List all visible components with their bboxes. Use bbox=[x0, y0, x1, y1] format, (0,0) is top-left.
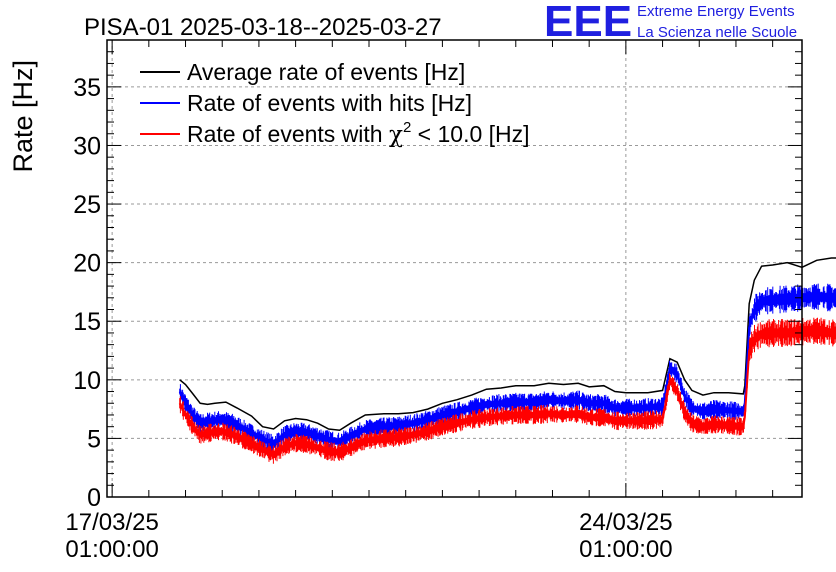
series-1-line bbox=[179, 257, 836, 431]
y-tick-label: 0 bbox=[87, 484, 101, 512]
y-tick-label: 35 bbox=[73, 74, 101, 102]
chart-title: PISA-01 2025-03-18--2025-03-27 bbox=[84, 14, 442, 41]
y-tick-label: 20 bbox=[73, 250, 101, 278]
y-tick-label: 30 bbox=[73, 132, 101, 160]
series-2-line bbox=[178, 295, 836, 446]
x-tick-label-date: 17/03/25 bbox=[65, 509, 158, 536]
y-tick-label: 10 bbox=[73, 367, 101, 395]
legend-label-1: Average rate of events [Hz] bbox=[187, 59, 465, 85]
x-tick-label-date: 24/03/25 bbox=[579, 509, 672, 536]
y-tick-label: 15 bbox=[73, 308, 101, 336]
series-1 bbox=[179, 257, 836, 431]
series-3 bbox=[178, 317, 836, 464]
plot-frame bbox=[106, 39, 803, 498]
legend-label-2: Rate of events with hits [Hz] bbox=[187, 90, 472, 116]
series-3-line bbox=[178, 329, 836, 456]
eee-logo: EEE bbox=[544, 0, 633, 46]
logo-caption-line2: La Scienza nelle Scuole bbox=[637, 24, 798, 41]
y-tick-label: 5 bbox=[87, 425, 101, 453]
series-layer bbox=[178, 257, 836, 464]
series-2 bbox=[178, 283, 836, 453]
y-axis-label: Rate [Hz] bbox=[8, 60, 38, 173]
logo-caption-line1: Extreme Energy Events bbox=[637, 3, 795, 20]
x-tick-label-time: 01:00:00 bbox=[579, 536, 672, 563]
x-tick-label-time: 01:00:00 bbox=[65, 536, 158, 563]
legend-label-3: Rate of events with χ2 < 10.0 [Hz] bbox=[187, 119, 530, 148]
legend: Average rate of events [Hz] Rate of event… bbox=[140, 59, 530, 148]
y-tick-label: 25 bbox=[73, 191, 101, 219]
axes: 0510152025303517/03/2501:00:0024/03/2501… bbox=[65, 39, 803, 563]
